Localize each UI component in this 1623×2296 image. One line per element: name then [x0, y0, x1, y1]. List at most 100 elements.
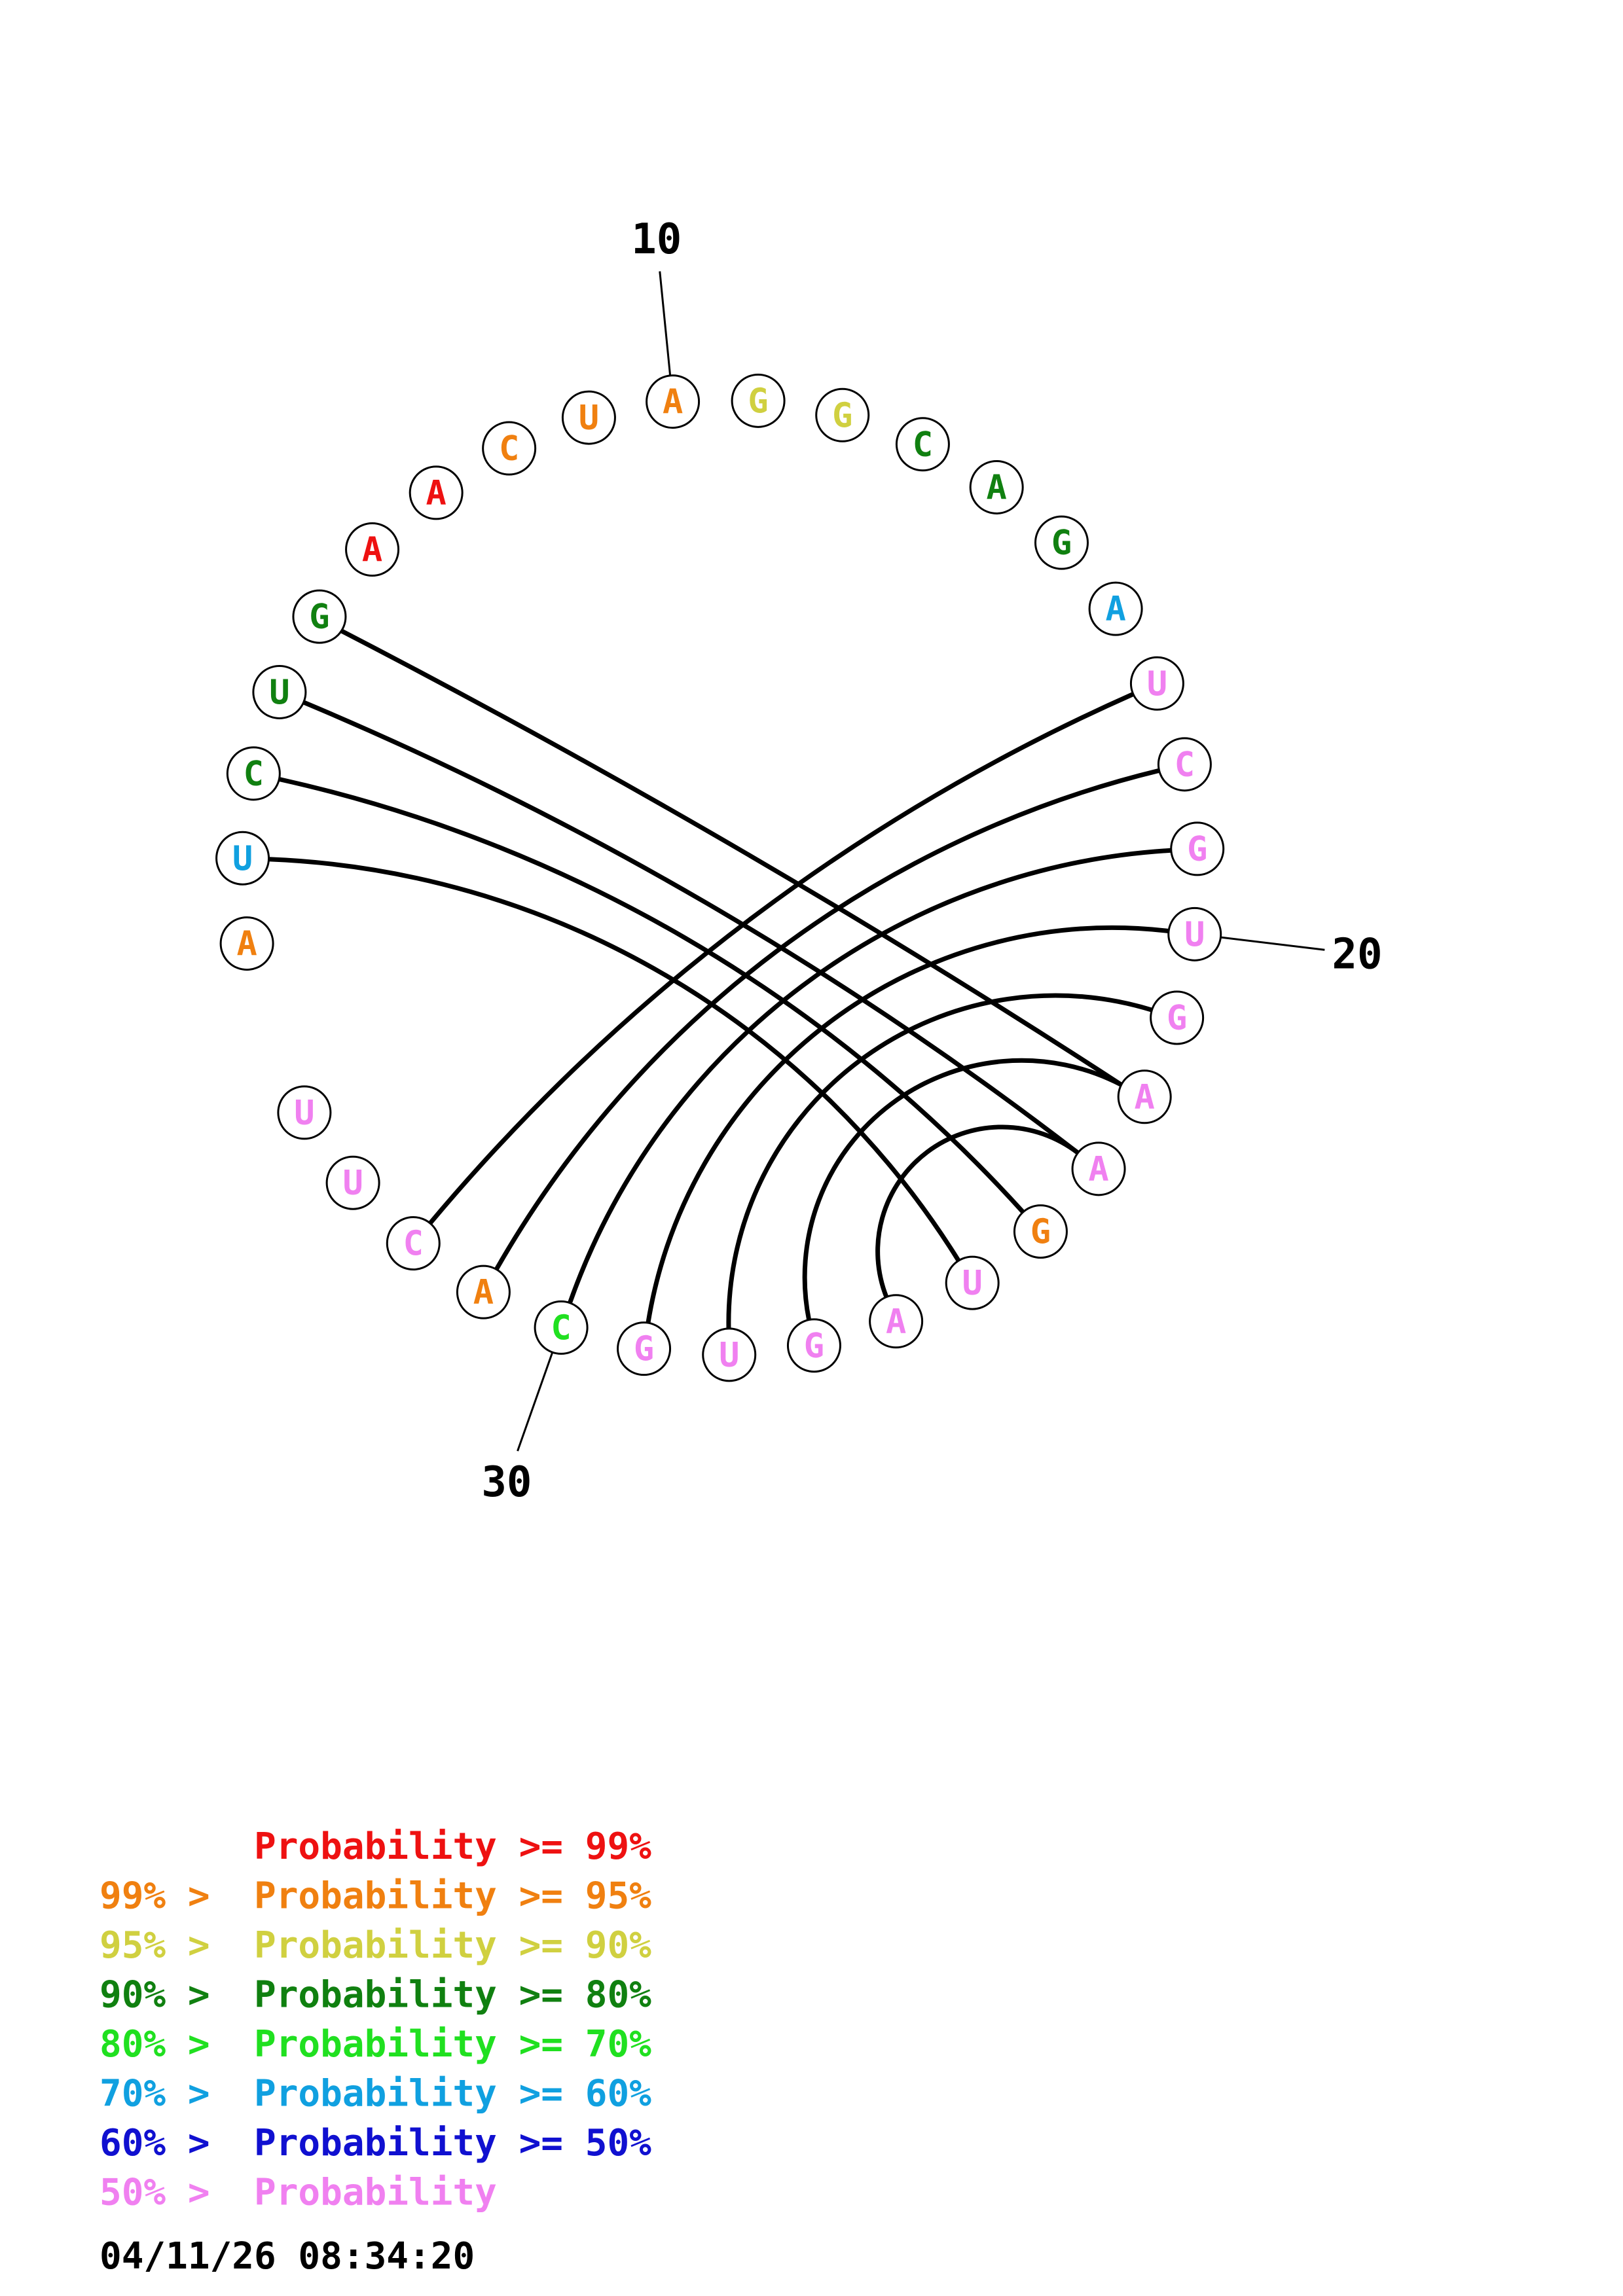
- legend-row-5: Probability >= 70%: [254, 2023, 651, 2066]
- legend-prefix-7: 60% >: [100, 2122, 210, 2164]
- nucleotide-circle: [1170, 821, 1225, 876]
- nucleotide-circle: [1088, 581, 1143, 636]
- nucleotide-circle: [969, 459, 1024, 514]
- nucleotide-2: U: [215, 831, 270, 886]
- nucleotide-20: U: [1167, 906, 1222, 961]
- nucleotide-circle: [482, 421, 537, 476]
- nucleotide-letter: U: [719, 1336, 739, 1375]
- nucleotide-letter: G: [832, 396, 852, 435]
- nucleotide-21: G: [1150, 990, 1205, 1045]
- nucleotide-24: G: [1013, 1204, 1068, 1259]
- nucleotide-letter: C: [551, 1308, 571, 1348]
- pair-arc-18-31: [494, 768, 1160, 1271]
- nucleotide-17: U: [1129, 656, 1184, 711]
- base-pair-arcs: [268, 628, 1172, 1329]
- legend-prefix-5: 80% >: [100, 2023, 210, 2066]
- nucleotide-letter: A: [362, 531, 382, 570]
- nucleotide-letter: C: [244, 755, 264, 794]
- nucleotide-letter: A: [473, 1273, 494, 1312]
- nucleotide-circle: [945, 1255, 1000, 1310]
- nucleotide-letter: G: [634, 1330, 654, 1369]
- nucleotide-30: C: [534, 1300, 589, 1355]
- nucleotide-circle: [386, 1216, 441, 1271]
- nucleotide-12: G: [815, 387, 870, 442]
- nucleotide-letter: G: [1051, 524, 1072, 563]
- legend-row-8: Probability: [254, 2172, 497, 2214]
- nucleotide-letter: A: [1135, 1078, 1155, 1117]
- nucleotide-letter: A: [886, 1302, 906, 1342]
- pair-arc-19-30: [568, 848, 1172, 1304]
- nucleotide-letter: G: [1167, 999, 1187, 1038]
- nucleotide-letter: C: [1175, 745, 1195, 785]
- pair-arc-3-24: [278, 777, 1025, 1214]
- nucleotide-29: G: [617, 1321, 672, 1376]
- nucleotide-18: C: [1157, 737, 1212, 792]
- nucleotide-circle: [731, 373, 786, 428]
- nucleotide-circle: [561, 390, 616, 445]
- timestamp: 04/11/26 08:34:20: [100, 2235, 475, 2278]
- nucleotide-letter: G: [748, 382, 768, 421]
- nucleotide-6: A: [345, 522, 400, 577]
- position-tick-30: [517, 1348, 555, 1452]
- probability-legend: Probability >= 99% Probability >= 95% 99% …: [100, 1825, 651, 2214]
- nucleotide-letter: U: [342, 1164, 363, 1203]
- legend-prefix-6: 70% >: [100, 2073, 210, 2115]
- nucleotide-1: A: [219, 916, 274, 971]
- nucleotide-circle: [252, 664, 307, 719]
- position-ticks: 10 20 30: [481, 215, 1382, 1507]
- nucleotide-letter: U: [269, 673, 289, 712]
- nucleotide-letter: G: [1187, 830, 1207, 869]
- nucleotide-letter: G: [1030, 1213, 1051, 1252]
- nucleotide-circle: [1013, 1204, 1068, 1259]
- nucleotide-28: U: [702, 1327, 757, 1382]
- nucleotide-7: A: [409, 465, 464, 520]
- nucleotide-letter: U: [1184, 915, 1205, 954]
- nucleotide-circle: [815, 387, 870, 442]
- legend-prefix-2: 99% >: [100, 1875, 210, 1918]
- nucleotide-letter: C: [499, 429, 519, 469]
- nucleotide-33: U: [325, 1155, 380, 1210]
- nucleotide-circle: [646, 374, 701, 429]
- nucleotide-letter: U: [294, 1094, 314, 1133]
- nucleotide-11: G: [731, 373, 786, 428]
- nucleotide-34: U: [277, 1085, 332, 1140]
- nucleotide-19: G: [1170, 821, 1225, 876]
- nucleotide-26: A: [869, 1294, 924, 1349]
- nucleotide-15: G: [1034, 515, 1089, 570]
- nucleotide-13: C: [895, 417, 950, 472]
- nucleotide-10: A: [646, 374, 701, 429]
- nucleotide-circle: [1157, 737, 1212, 792]
- nucleotide-circle: [1071, 1141, 1126, 1196]
- pair-arc-23-26: [875, 1124, 1080, 1298]
- nucleotide-letter: U: [1147, 664, 1167, 704]
- position-label-30: 30: [481, 1458, 532, 1507]
- nucleotide-circle: [215, 831, 270, 886]
- pair-arc-22-27: [802, 1058, 1123, 1321]
- nucleotide-circle: [1034, 515, 1089, 570]
- nucleotide-16: A: [1088, 581, 1143, 636]
- nucleotide-circle: [325, 1155, 380, 1210]
- pair-arc-17-32: [428, 692, 1135, 1225]
- legend-row-2: Probability >= 95%: [254, 1875, 651, 1918]
- nucleotide-letter: A: [1105, 590, 1125, 629]
- pair-arc-4-23: [302, 700, 1080, 1155]
- nucleotide-letter: A: [987, 468, 1007, 507]
- nucleotide-letter: G: [804, 1327, 824, 1366]
- position-tick-10: [659, 271, 672, 380]
- nucleotide-circle: [345, 522, 400, 577]
- nucleotide-letter: A: [236, 925, 257, 964]
- nucleotide-circle: [456, 1265, 511, 1319]
- nucleotide-letter: C: [913, 425, 933, 465]
- nucleotide-circle: [1167, 906, 1222, 961]
- legend-row-7: Probability >= 50%: [254, 2122, 651, 2164]
- nucleotide-circle: [226, 746, 281, 801]
- nucleotide-23: A: [1071, 1141, 1126, 1196]
- nucleotide-circle: [786, 1318, 841, 1373]
- pair-arc-21-28: [726, 993, 1153, 1329]
- nucleotide-letter: U: [962, 1264, 983, 1303]
- nucleotide-9: U: [561, 390, 616, 445]
- nucleotide-circle: [1150, 990, 1205, 1045]
- nucleotide-31: A: [456, 1265, 511, 1319]
